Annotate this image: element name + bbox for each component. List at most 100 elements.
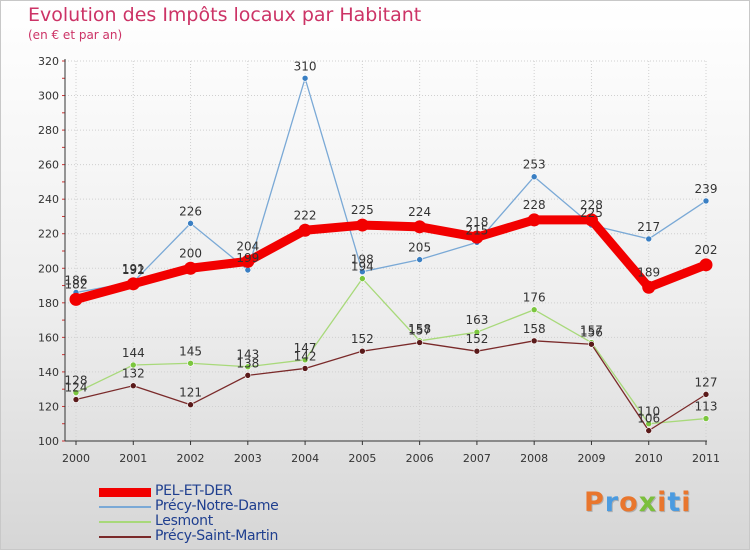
data-label: 198 [351, 253, 374, 267]
data-label: 152 [351, 332, 374, 346]
series [69, 74, 713, 434]
data-label: 225 [351, 203, 374, 217]
y-tick-label: 320 [38, 55, 59, 68]
data-labels: 1861922261993101982052152532252172391281… [65, 59, 718, 425]
data-point [584, 213, 598, 227]
legend-item: Précy-Saint-Martin [99, 528, 359, 545]
data-point [72, 389, 80, 396]
data-point [298, 223, 312, 237]
data-point [129, 361, 137, 369]
legend-label: Précy-Saint-Martin [155, 528, 279, 544]
x-tick-label: 2007 [463, 452, 491, 465]
data-point [129, 382, 137, 390]
series-line-pel-et-der [71, 215, 711, 304]
x-tick-label: 2003 [234, 452, 262, 465]
x-tick-label: 2006 [406, 452, 434, 465]
x-tick-label: 2011 [692, 452, 720, 465]
data-label: 157 [580, 324, 603, 338]
y-tick-label: 240 [38, 193, 59, 206]
data-label: 138 [236, 356, 259, 370]
data-label: 152 [465, 332, 488, 346]
data-label: 199 [236, 251, 259, 265]
data-point [702, 197, 710, 205]
data-point [699, 258, 713, 272]
data-label: 163 [465, 313, 488, 327]
data-point [301, 356, 309, 364]
data-point [359, 347, 366, 355]
data-label: 239 [695, 182, 718, 196]
data-label: 147 [294, 341, 317, 355]
x-tick-label: 2004 [291, 452, 319, 465]
data-label: 182 [65, 277, 88, 291]
logo-letter: i [657, 487, 668, 518]
data-point [187, 220, 194, 227]
data-label: 253 [523, 158, 546, 172]
data-point [473, 347, 481, 355]
data-label: 205 [408, 241, 431, 255]
data-point [470, 230, 484, 244]
logo-letter: t [667, 487, 682, 518]
data-label: 224 [408, 205, 431, 219]
data-label: 156 [580, 325, 603, 339]
data-point [126, 277, 140, 291]
y-tick-label: 180 [38, 297, 59, 310]
series-line-lesmont [75, 277, 707, 425]
data-point [642, 280, 656, 294]
data-point [184, 261, 198, 275]
data-label: 310 [294, 59, 317, 73]
logo-letter: P [584, 487, 605, 518]
data-label: 128 [65, 374, 88, 388]
data-label: 158 [523, 322, 546, 336]
data-label: 121 [179, 386, 202, 400]
legend-item: PEL-ET-DER [99, 483, 359, 500]
data-label: 226 [179, 204, 202, 218]
data-point [244, 266, 252, 274]
data-label: 192 [122, 263, 145, 277]
data-point [588, 340, 595, 348]
data-label: 191 [122, 262, 145, 276]
data-label: 228 [523, 198, 546, 212]
proxiti-logo: Proxiti [584, 487, 692, 518]
data-label: 222 [294, 208, 317, 222]
data-point [301, 365, 309, 372]
x-tick-label: 2008 [520, 452, 548, 465]
data-label: 142 [294, 349, 317, 363]
data-label: 204 [236, 239, 259, 253]
logo-letter: o [619, 487, 639, 518]
data-point [645, 427, 653, 434]
data-point [702, 391, 710, 398]
data-label: 127 [695, 375, 718, 389]
data-point [530, 306, 538, 314]
data-point [702, 415, 710, 422]
data-point [359, 268, 366, 276]
x-tick-label: 2000 [62, 452, 90, 465]
data-point [645, 420, 653, 428]
x-tick-label: 2002 [177, 452, 205, 465]
data-point [241, 254, 255, 268]
data-label: 200 [179, 246, 202, 260]
chart-subtitle: (en € et par an) [28, 28, 123, 42]
data-point [69, 292, 83, 306]
x-tick-label: 2009 [577, 452, 605, 465]
y-tick-label: 280 [38, 124, 59, 137]
data-point [72, 396, 80, 403]
data-label: 132 [122, 367, 145, 381]
y-tick-label: 220 [38, 228, 59, 241]
data-point [187, 359, 194, 367]
data-label: 217 [637, 220, 660, 234]
data-label: 124 [65, 381, 88, 395]
legend-swatch [99, 521, 151, 523]
y-tick-label: 260 [38, 159, 59, 172]
data-point [645, 235, 653, 243]
data-point [301, 74, 309, 82]
y-tick-label: 200 [38, 262, 59, 275]
data-label: 228 [580, 198, 603, 212]
data-label: 158 [408, 322, 431, 336]
data-point [527, 213, 541, 227]
legend-swatch [99, 536, 151, 538]
logo-letter: i [681, 487, 692, 518]
x-tick-label: 2005 [348, 452, 376, 465]
series-line-pr-cy-saint-martin [75, 340, 707, 432]
